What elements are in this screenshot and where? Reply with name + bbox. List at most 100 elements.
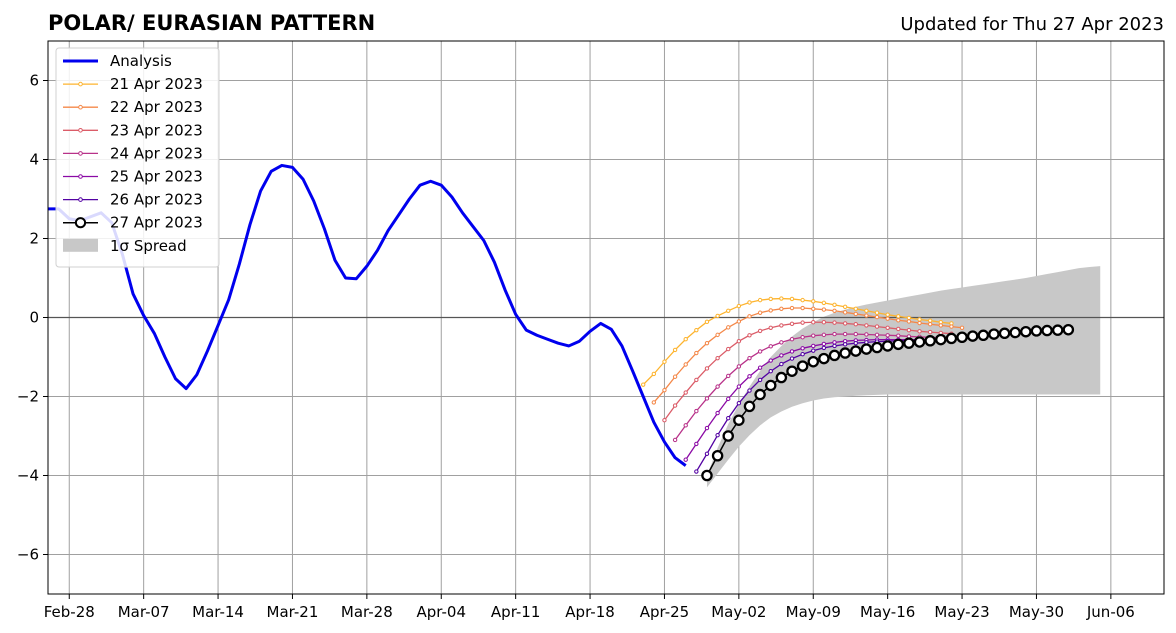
x-tick-label: Mar-07 [118,603,170,621]
forecast-point [651,400,657,405]
forecast-point [821,320,827,325]
forecast-point [768,369,773,374]
forecast-point [842,331,848,337]
legend-item: 22 Apr 2023 [63,98,203,116]
forecast-point [736,339,742,344]
forecast-point [998,327,1011,340]
forecast-point [818,352,830,365]
y-tick-label: −6 [17,546,39,564]
legend-marker [78,174,83,179]
forecast-point [842,342,848,347]
forecast-point [850,345,862,357]
legend-item: 24 Apr 2023 [63,144,203,162]
y-tick-label: 4 [29,151,39,169]
forecast-point [832,302,837,308]
legend-box [55,47,220,268]
y-tick-label: 6 [29,72,39,90]
forecast-point [768,358,773,363]
forecast-point [733,414,745,426]
forecast-point [800,346,805,351]
forecast-point [747,314,752,319]
forecast-point [885,325,890,330]
legend-item: Analysis [63,52,172,70]
forecast-point [966,330,979,342]
legend-label: 24 Apr 2023 [110,144,203,162]
forecast-point [704,340,710,346]
forecast-point [672,403,678,408]
forecast-point [811,306,816,312]
forecast-point [959,325,965,330]
updated-date: Updated for Thu 27 Apr 2023 [900,14,1164,35]
forecast-point [736,384,742,389]
forecast-point [736,319,742,324]
legend-marker [78,128,83,133]
forecast-point [906,315,912,321]
legend-label: 21 Apr 2023 [110,75,203,93]
forecast-point [1051,324,1064,336]
forecast-series-23-apr-2023 [662,320,954,423]
forecast-point [927,329,933,335]
forecast-point [821,345,827,351]
legend-marker [78,151,83,156]
forecast-point [927,318,933,323]
forecast-point [768,325,773,330]
forecast-point [860,343,873,355]
forecast-point [956,331,968,343]
forecast-point [715,355,720,361]
forecast-point [757,377,763,383]
forecast-point [694,377,699,383]
x-tick-label: May-02 [711,603,766,621]
forecast-point [828,349,841,362]
forecast-point [874,310,880,315]
forecast-point [757,297,763,303]
forecast-point [839,347,851,359]
forecast-point [1020,325,1032,338]
forecast-point [747,388,752,393]
x-tick-label: May-09 [786,603,841,621]
legend-label: 25 Apr 2023 [110,168,203,186]
forecast-point [704,319,710,325]
forecast-point [715,410,720,416]
legend-marker [78,197,83,202]
spread-band [706,266,1101,488]
y-tick-label: 2 [29,230,39,248]
forecast-point [853,331,858,337]
forecast-point [726,396,731,402]
forecast-point [881,340,894,352]
forecast-point [683,337,688,342]
forecast-point [874,314,880,320]
forecast-point [683,457,688,462]
forecast-point [672,437,678,443]
forecast-point [871,341,883,354]
forecast-point [1009,326,1021,339]
forecast-point [796,360,809,372]
legend-item: 23 Apr 2023 [63,121,203,139]
x-tick-label: May-16 [860,603,915,621]
forecast-series-21-apr-2023 [641,296,954,387]
x-tick-label: Mar-21 [267,603,319,621]
x-tick-label: Mar-14 [192,603,244,621]
forecast-point [977,329,990,342]
x-tick-label: Apr-11 [491,603,541,621]
forecast-point [949,324,954,329]
forecast-point [800,320,805,325]
x-tick-label: Apr-25 [640,603,690,621]
forecast-point [694,469,699,474]
forecast-point [651,371,657,377]
legend-marker [74,217,87,229]
forecast-point [662,387,667,393]
forecast-point [757,310,763,315]
forecast-point [779,361,784,367]
forecast-point [768,308,773,313]
x-tick-label: Feb-28 [44,603,95,621]
legend-item: 25 Apr 2023 [63,168,203,186]
forecast-point [747,374,752,379]
forecast-point [775,371,788,384]
forecast-point [768,344,773,349]
forecast-point [821,341,827,347]
forecast-point [715,313,720,319]
forecast-point [832,343,837,349]
forecast-point [701,469,713,482]
forecast-point [800,297,805,303]
